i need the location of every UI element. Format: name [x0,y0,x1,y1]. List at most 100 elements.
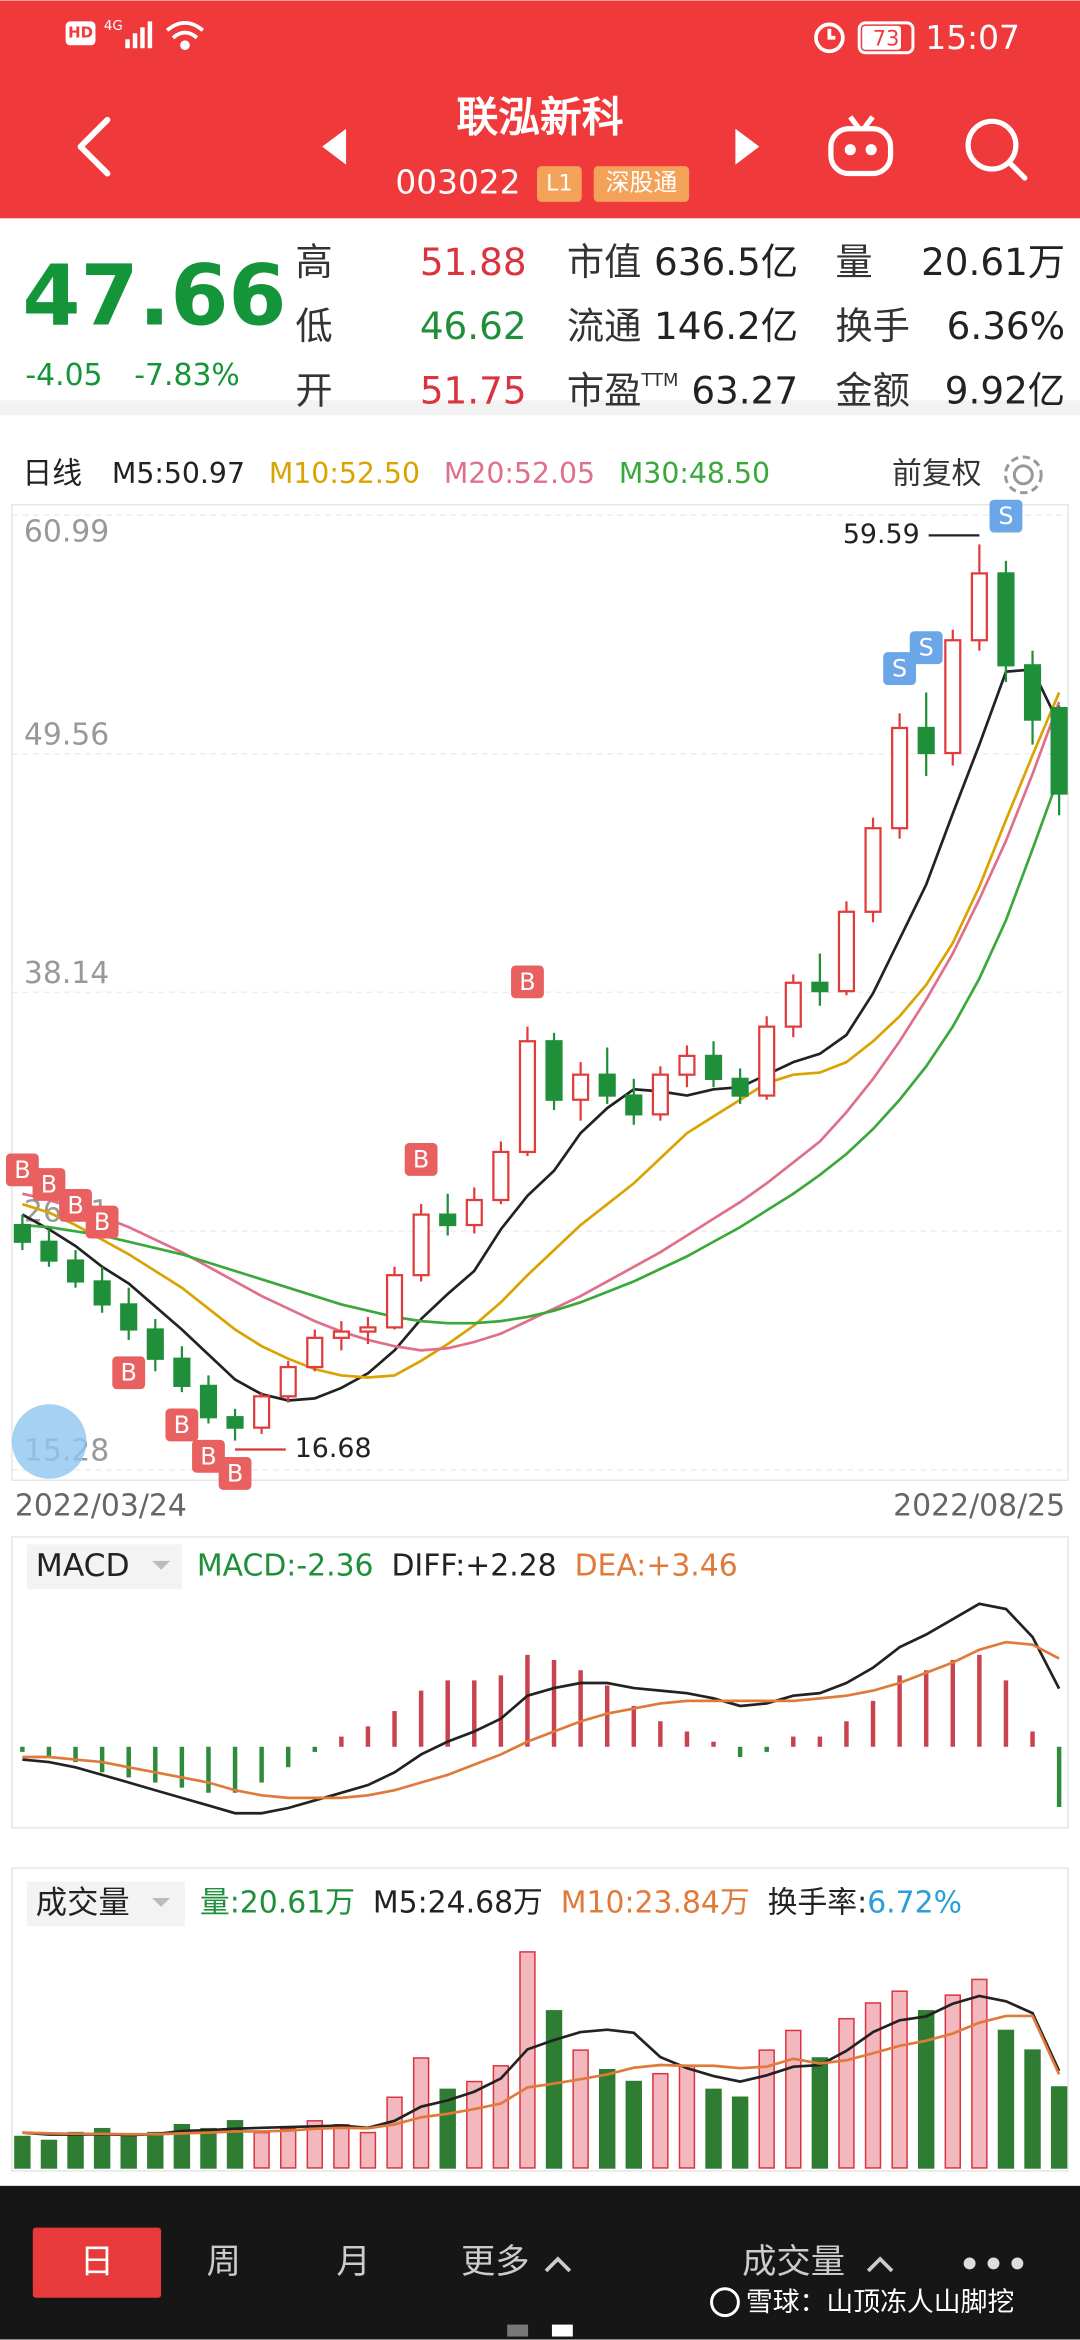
watermark-logo [710,2287,740,2318]
candle-body [651,1073,669,1116]
turnover-value: 6.72% [867,1885,962,1920]
search-button[interactable] [965,118,1028,181]
volume-bar [944,1994,961,2169]
macd-dropdown[interactable] [152,1560,171,1570]
y-tick-label: 49.56 [24,717,109,752]
ma-legend: M30:48.50 [619,457,770,490]
candle-body [678,1054,696,1076]
trade-marker-label: B [14,1156,30,1184]
low-label: 16.68 [295,1433,372,1464]
volume-legend: M5:24.68万 [373,1885,543,1920]
ma-legend: M5:50.97 [112,457,245,490]
trade-marker [218,1457,252,1490]
battery-level [862,25,901,50]
trade-marker [85,1205,119,1239]
more-dots[interactable] [963,2257,1024,2270]
robot-button[interactable] [828,115,894,177]
volume-bar [120,2135,137,2169]
volume-bar [412,2057,430,2169]
dea-line [22,1640,1060,1800]
volume-bar [678,2065,696,2169]
indicator-chevron[interactable] [866,2256,894,2273]
level-text: L1 [546,170,573,196]
candle-body [492,1150,510,1202]
volume-bar [811,2057,829,2169]
candle-body [120,1303,138,1331]
stat-label: 低 [295,304,332,348]
volume-dropdown[interactable] [152,1897,171,1907]
ma-line [21,668,1061,1402]
period-tab[interactable]: 月 [336,2242,370,2282]
candle-body [784,981,802,1028]
candle-body [1050,707,1068,795]
candle-body [704,1054,723,1080]
expand-button[interactable] [11,1404,87,1479]
volume-legend: M10:23.84万 [561,1885,750,1920]
clock: 15:07 [925,19,1020,57]
candle-body [970,572,988,642]
macd-selector-text[interactable]: MACD [36,1548,130,1584]
candle-body [625,1094,643,1116]
macd-selector[interactable] [26,1544,182,1590]
trade-marker [511,965,544,999]
period-tab[interactable]: 日 [80,2242,114,2282]
high-label: 59.59 [843,519,920,550]
stat-label: 开 [295,368,332,412]
volume-selector-text[interactable]: 成交量 [36,1885,130,1921]
candle-body [199,1384,218,1419]
stock-name: 联泓新科 [457,92,624,141]
period-tab[interactable]: 更多 [461,2242,530,2282]
volume-bar [14,2135,31,2169]
diff-line [22,1602,1061,1815]
stat-label: 流通 [567,304,642,348]
candle-body [279,1365,297,1398]
volume-ma10 [22,2014,1061,2136]
trade-marker-label: B [519,968,535,996]
volume-bar [625,2080,642,2169]
trade-marker-label: B [413,1145,429,1173]
stat-value: 51.75 [420,368,527,412]
volume-bar [572,2049,589,2169]
volume-bar [891,1990,908,2169]
home-indicator [551,2324,573,2337]
trade-marker [112,1356,146,1390]
back-button[interactable] [77,116,111,177]
tag-badge [593,166,690,202]
macd-legend: DEA:+3.46 [575,1548,738,1583]
volume-bar [173,2123,191,2169]
more-chevron[interactable] [544,2256,572,2273]
ma-line [22,775,1061,1325]
candle-body [811,981,829,993]
price-change-pct: -7.83% [134,358,240,393]
volume-bar [731,2096,749,2169]
volume-bar [439,2088,456,2169]
tab-active[interactable] [32,2227,162,2298]
battery [857,21,915,55]
settings-icon[interactable] [1003,455,1043,495]
prev-stock[interactable] [322,128,347,165]
separator [0,400,1080,416]
candle-body [758,1025,776,1097]
date-label: 2022/08/25 [893,1489,1065,1524]
candle-body [891,726,909,830]
volume-bar [971,1978,988,2169]
hd-badge [65,21,96,46]
wifi-icon [165,21,205,51]
macd-panel [11,1536,1069,1829]
volume-bar [1024,2049,1041,2169]
volume-legend: 量:20.61万 [200,1885,355,1920]
volume-bar [67,2131,84,2169]
period: 日线 [22,456,82,491]
candle-body [465,1198,483,1227]
volume-bar [705,2088,722,2169]
volume-bar [333,2123,350,2169]
candle-body [66,1259,85,1283]
period-tab[interactable]: 周 [207,2242,241,2282]
indicator-tab[interactable]: 成交量 [742,2242,845,2282]
adjust-mode[interactable]: 前复权 [892,456,981,491]
trade-marker-label: B [174,1411,190,1439]
stat-value: 9.92亿 [945,368,1065,412]
candle-body [385,1274,404,1329]
next-stock[interactable] [735,128,760,165]
